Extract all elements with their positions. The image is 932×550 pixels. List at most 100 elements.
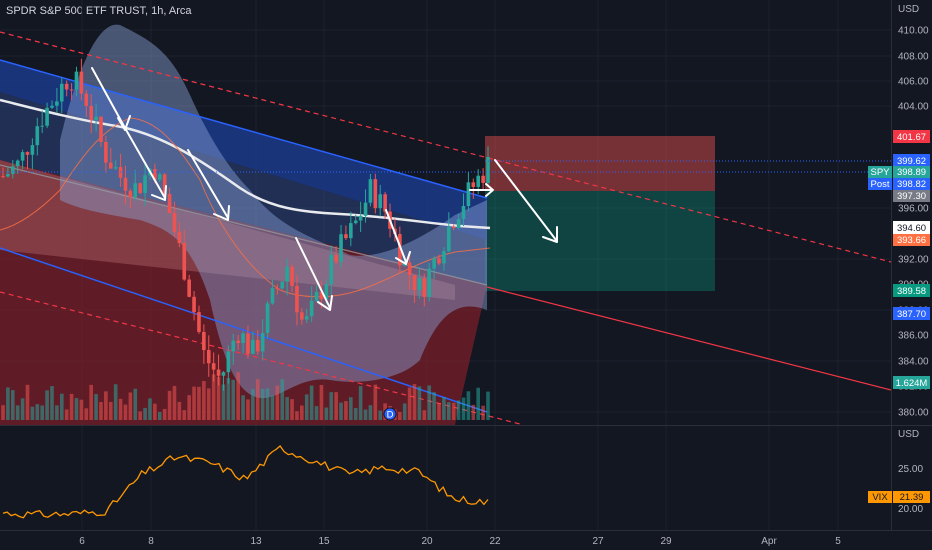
volume-bar — [285, 397, 289, 420]
volume-bar — [89, 384, 93, 420]
volume-bar — [314, 406, 319, 420]
candle-body — [481, 175, 485, 183]
candle-body — [353, 220, 358, 224]
volume-bar — [74, 398, 79, 420]
candlesticks[interactable] — [1, 58, 490, 391]
volume-bar — [349, 397, 353, 420]
candle-body — [45, 107, 49, 126]
candle-body — [133, 183, 138, 198]
reward-zone[interactable] — [485, 191, 715, 291]
candle-body — [40, 125, 44, 127]
volume-bar — [231, 379, 236, 420]
volume-bar — [456, 400, 461, 420]
volume-bar — [442, 397, 446, 420]
candle-body — [251, 339, 255, 354]
chart-title: SPDR S&P 500 ETF TRUST, 1h, Arca — [6, 5, 192, 17]
volume-bar — [300, 405, 304, 420]
candle-body — [192, 296, 196, 313]
candle-body — [236, 340, 240, 344]
vix-axis-currency: USD — [898, 429, 919, 440]
candle-body — [349, 223, 353, 239]
candle-body — [216, 369, 221, 376]
candle-body — [138, 183, 142, 194]
channel-mid-fill — [0, 92, 487, 285]
candle-body — [211, 363, 216, 370]
risk-zone[interactable] — [485, 136, 715, 191]
price-axis-currency: USD — [898, 4, 919, 15]
candle-body — [246, 333, 250, 354]
time-axis[interactable]: 6 8 13 15 20 22 27 29 Apr 5 — [79, 536, 841, 547]
candle-body — [55, 101, 59, 106]
volume-bar — [187, 395, 191, 420]
volume-bar — [236, 372, 240, 420]
candle-body — [309, 300, 314, 317]
candle-body — [30, 145, 35, 155]
volume-bar — [64, 409, 69, 420]
volume-bar — [25, 384, 30, 420]
badge-stop — [893, 284, 930, 297]
badge-stop-text: 389.58 — [897, 286, 926, 297]
price-tick-label: 396.00 — [898, 204, 929, 215]
candle-body — [1, 176, 5, 178]
volume-bar — [79, 399, 84, 420]
candle-body — [363, 202, 368, 216]
candle-body — [69, 89, 74, 91]
event-marker-circle[interactable] — [383, 407, 397, 421]
projection-arrows — [91, 67, 558, 311]
candle-body — [35, 126, 40, 146]
badge-entry — [893, 154, 930, 167]
candle-body — [226, 351, 231, 373]
candle-body — [358, 215, 363, 221]
candle-body — [447, 226, 451, 252]
candle-body — [172, 212, 177, 232]
volume-bar — [1, 405, 5, 420]
candle-body — [427, 268, 432, 297]
candle-body — [383, 194, 387, 212]
white-ma — [0, 98, 491, 230]
volume-bar — [344, 401, 348, 420]
volume-bar — [241, 395, 245, 420]
channel-lower-line — [0, 247, 488, 413]
candle-body — [290, 266, 294, 286]
candle-body — [466, 182, 471, 206]
volume-bar — [304, 394, 309, 420]
candle-body — [84, 93, 89, 106]
volume-bar — [295, 411, 299, 420]
volume-bar — [167, 390, 172, 420]
volume-bar — [202, 381, 206, 420]
volume-bar — [157, 411, 162, 420]
price-tick-label: 404.00 — [898, 102, 929, 113]
candle-body — [314, 291, 319, 301]
exchange: Arca — [168, 5, 192, 17]
volume-bar — [329, 392, 334, 420]
candle-body — [324, 284, 329, 300]
vix-label-badge — [868, 491, 892, 503]
red-dashed-upper — [0, 31, 891, 263]
volume-bar — [476, 387, 481, 420]
candle-body — [50, 105, 54, 108]
candle-body — [162, 174, 167, 194]
volume-bar — [447, 402, 451, 420]
time-tick-label: 5 — [835, 536, 841, 547]
candle-body — [461, 205, 466, 220]
badge-spy-label — [868, 166, 892, 178]
volume-bar — [221, 384, 226, 420]
volume-bars — [1, 372, 490, 420]
channel-lower-fill — [0, 160, 487, 425]
candle-body — [123, 177, 128, 191]
volume-bar — [84, 408, 89, 420]
price-badges: 401.67 399.62 SPY 398.89 Post 398.82 397… — [868, 130, 930, 389]
volume-bar — [412, 384, 417, 420]
vix-tick-25: 25.00 — [898, 464, 923, 475]
time-tick-label: 6 — [79, 536, 85, 547]
candle-body — [104, 142, 108, 163]
badge-volume — [893, 376, 930, 389]
volume-bar — [353, 408, 358, 420]
candle-body — [451, 226, 456, 229]
candle-body — [241, 333, 245, 344]
price-tick-label: 384.00 — [898, 357, 929, 368]
candle-body — [378, 194, 383, 209]
volume-bar — [368, 405, 373, 420]
candle-body — [20, 152, 25, 161]
